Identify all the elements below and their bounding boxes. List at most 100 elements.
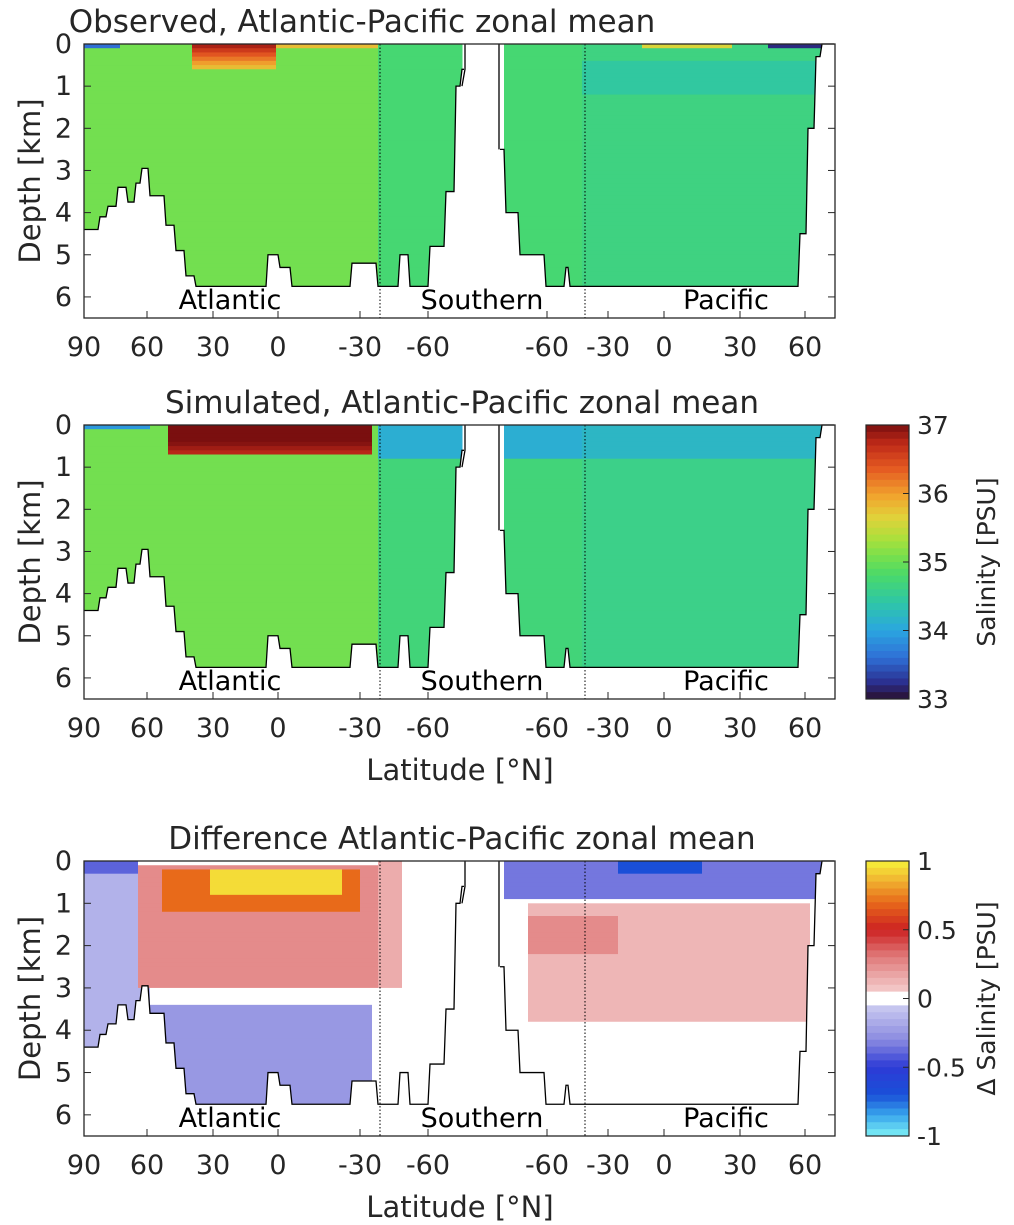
- heatmap-cell: [126, 212, 133, 218]
- heatmap-cell: [528, 233, 535, 239]
- heatmap-cell: [456, 132, 463, 138]
- heatmap-cell: [282, 183, 289, 188]
- heatmap-cell: [276, 73, 283, 79]
- heatmap-cell: [156, 111, 163, 117]
- heatmap-cell: [174, 204, 181, 209]
- heatmap-cell: [108, 293, 115, 298]
- heatmap-cell: [432, 124, 439, 129]
- heatmap-cell: [264, 103, 271, 108]
- heatmap-cell: [132, 237, 139, 243]
- heatmap-cell: [264, 65, 271, 70]
- heatmap-cell: [120, 204, 127, 209]
- heatmap-cell: [378, 52, 385, 58]
- heatmap-cell: [222, 77, 229, 83]
- heatmap-cell: [408, 288, 415, 293]
- heatmap-cell: [510, 65, 517, 70]
- heatmap-cell: [228, 187, 235, 193]
- heatmap-cell: [186, 187, 193, 193]
- heatmap-cell: [210, 187, 217, 193]
- heatmap-cell: [456, 221, 463, 226]
- heatmap-cell: [318, 297, 325, 302]
- heatmap-cell: [114, 310, 121, 315]
- heatmap-cell: [360, 195, 367, 201]
- heatmap-cell: [540, 86, 547, 91]
- heatmap-cell: [102, 140, 109, 146]
- heatmap-cell: [516, 136, 523, 142]
- heatmap-cell: [360, 90, 367, 96]
- heatmap-cell: [150, 271, 157, 277]
- heatmap-cell: [372, 267, 379, 273]
- heatmap-cell: [120, 233, 127, 239]
- heatmap-cell: [564, 297, 571, 302]
- heatmap-cell: [438, 77, 445, 83]
- heatmap-cell: [192, 140, 199, 146]
- heatmap-cell: [150, 216, 157, 222]
- heatmap-cell: [90, 271, 97, 277]
- heatmap-cell: [516, 98, 523, 104]
- heatmap-cell: [576, 119, 583, 125]
- heatmap-cell: [342, 90, 349, 96]
- heatmap-cell: [270, 48, 277, 53]
- heatmap-cell: [252, 212, 259, 218]
- heatmap-cell: [348, 237, 355, 243]
- heatmap-cell: [516, 258, 523, 264]
- heatmap-cell: [198, 103, 205, 108]
- heatmap-cell: [114, 103, 121, 108]
- heatmap-cell: [198, 81, 205, 87]
- heatmap-cell: [192, 136, 199, 142]
- heatmap-cell: [168, 140, 175, 146]
- heatmap-cell: [90, 310, 97, 315]
- heatmap-cell: [402, 157, 409, 163]
- heatmap-cell: [348, 288, 355, 293]
- heatmap-cell: [156, 221, 163, 226]
- heatmap-cell: [378, 162, 385, 167]
- heatmap-cell: [330, 166, 337, 171]
- heatmap-cell: [132, 221, 139, 226]
- heatmap-cell: [162, 166, 169, 171]
- heatmap-cell: [516, 90, 523, 96]
- heatmap-cell: [90, 297, 97, 302]
- heatmap-cell: [126, 229, 133, 235]
- heatmap-cell: [276, 119, 283, 125]
- heatmap-cell: [408, 115, 415, 121]
- heatmap-cell: [408, 242, 415, 247]
- heatmap-cell: [348, 111, 355, 117]
- heatmap-cell: [336, 208, 343, 214]
- heatmap-cell: [360, 310, 367, 315]
- heatmap-cell: [378, 119, 385, 125]
- heatmap-cell: [108, 77, 115, 83]
- heatmap-cell: [336, 115, 343, 121]
- heatmap-cell: [558, 153, 565, 159]
- heatmap-cell: [234, 103, 241, 108]
- heatmap-cell: [156, 310, 163, 315]
- heatmap-cell: [210, 81, 217, 87]
- heatmap-cell: [168, 98, 175, 104]
- heatmap-cell: [114, 301, 121, 306]
- heatmap-cell: [420, 162, 427, 167]
- heatmap-cell: [120, 98, 127, 104]
- heatmap-cell: [354, 258, 361, 264]
- heatmap-cell: [450, 149, 457, 155]
- heatmap-cell: [450, 246, 457, 252]
- heatmap-cell: [264, 174, 271, 180]
- heatmap-cell: [300, 195, 307, 201]
- heatmap-cell: [552, 52, 559, 58]
- heatmap-cell: [258, 237, 265, 243]
- heatmap-cell: [96, 183, 103, 188]
- heatmap-cell: [300, 250, 307, 256]
- heatmap-cell: [384, 145, 391, 150]
- heatmap-cell: [192, 48, 199, 53]
- heatmap-cell: [306, 280, 313, 285]
- heatmap-cell: [354, 178, 361, 184]
- heatmap-cell: [546, 103, 553, 108]
- heatmap-cell: [90, 60, 97, 66]
- heatmap-cell: [96, 275, 103, 281]
- heatmap-cell: [192, 90, 199, 96]
- heatmap-cell: [576, 233, 583, 239]
- heatmap-cell: [96, 233, 103, 239]
- heatmap-cell: [282, 174, 289, 180]
- heatmap-cell: [336, 136, 343, 142]
- heatmap-cell: [504, 98, 511, 104]
- heatmap-cell: [558, 263, 565, 268]
- heatmap-cell: [342, 293, 349, 298]
